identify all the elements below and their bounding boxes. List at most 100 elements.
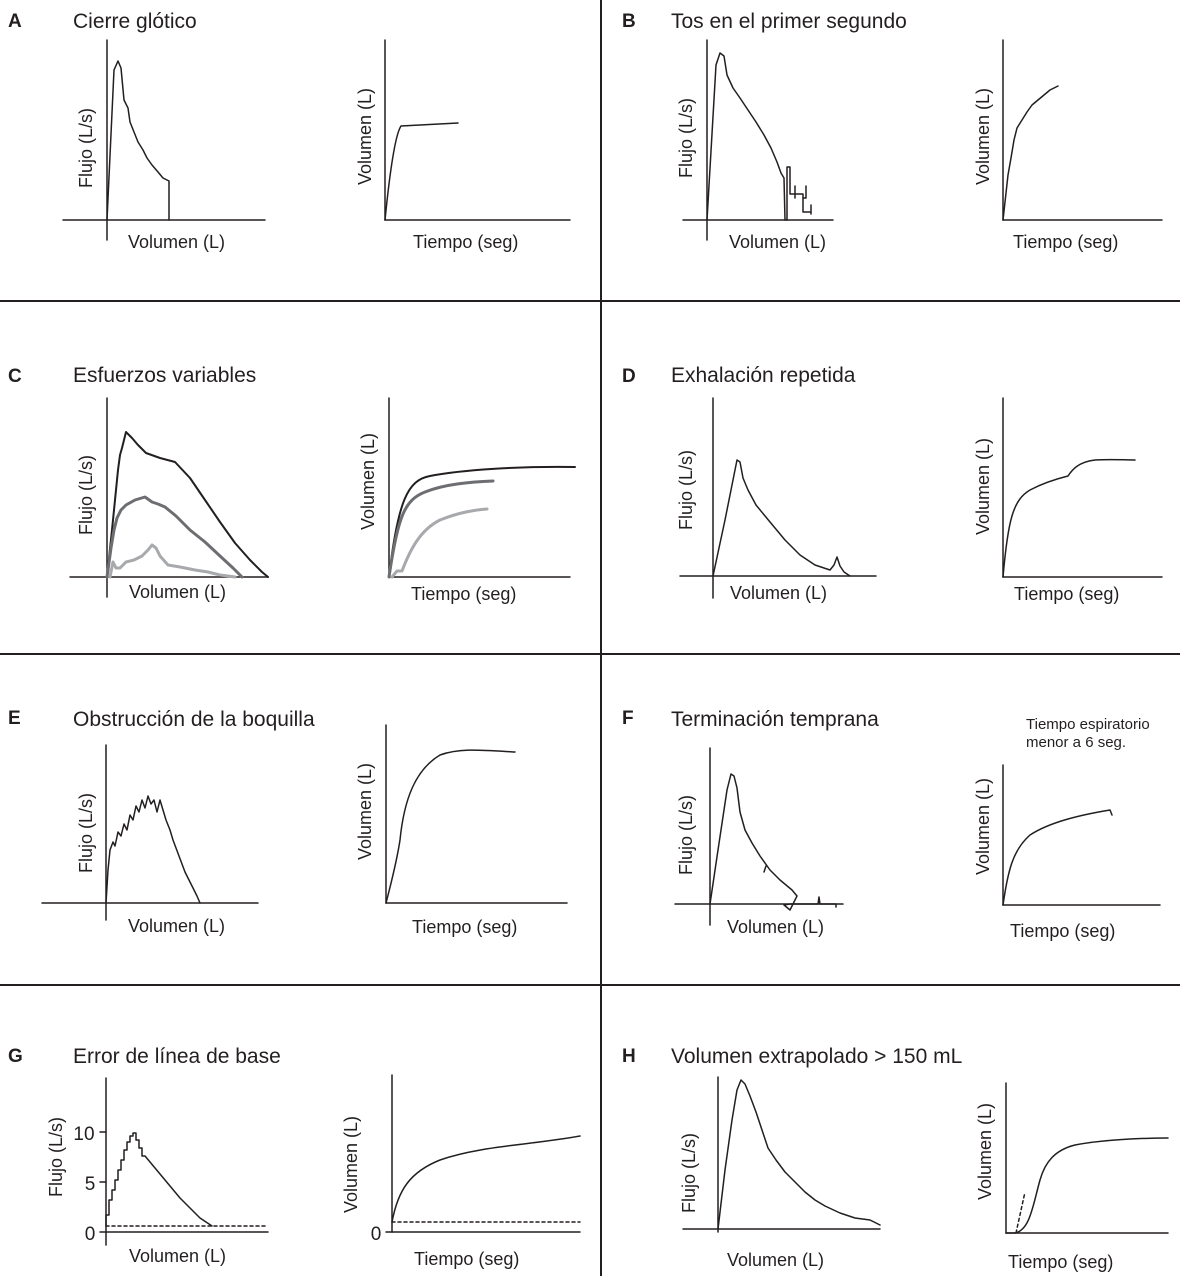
flow-volume-curve-low — [108, 543, 237, 579]
volume-time-plot: Tiempo (seg) Volumen (L) — [355, 39, 571, 252]
flow-volume-curve — [709, 773, 837, 911]
panel-a: A Cierre glótico Volumen (L) Flujo (L/s)… — [8, 10, 571, 252]
y-axis-label: Volumen (L) — [975, 1103, 995, 1200]
flow-volume-plot: Volumen (L) Flujo (L/s) — [676, 397, 877, 603]
panel-f: F Terminación temprana Tiempo espiratori… — [622, 708, 1161, 941]
y-axis-label: Flujo (L/s) — [76, 455, 96, 535]
y-tick-label: 0 — [85, 1224, 96, 1245]
x-axis-label: Tiempo (seg) — [412, 917, 517, 937]
volume-time-curve — [1002, 458, 1136, 578]
x-axis-label: Volumen (L) — [128, 916, 225, 936]
y-axis-label: Volumen (L) — [973, 88, 993, 185]
y-axis-label: Flujo (L/s) — [76, 793, 96, 873]
y-tick-label: 10 — [73, 1124, 94, 1145]
y-axis-label: Volumen (L) — [973, 778, 993, 875]
panel-e: E Obstrucción de la boquilla Volumen (L)… — [8, 708, 568, 937]
y-axis-label: Volumen (L) — [973, 438, 993, 535]
volume-time-curve-mid — [387, 479, 495, 579]
x-axis-label: Volumen (L) — [129, 1246, 226, 1266]
panel-title: Esfuerzos variables — [73, 364, 256, 387]
x-axis-label: Tiempo (seg) — [1014, 584, 1119, 604]
panel-letter: A — [8, 11, 22, 32]
x-axis-label: Volumen (L) — [727, 1250, 824, 1270]
flow-volume-plot: Volumen (L) Flujo (L/s) — [674, 747, 844, 937]
flow-volume-curve-max — [106, 431, 269, 578]
x-axis-label: Volumen (L) — [727, 917, 824, 937]
volume-time-curve-low — [390, 507, 489, 579]
panel-d: D Exhalación repetida Volumen (L) Flujo … — [622, 364, 1163, 604]
panel-letter: D — [622, 366, 636, 387]
volume-time-plot: Tiempo (seg) Volumen (L) — [973, 397, 1163, 604]
volume-time-plot: Tiempo (seg) Volumen (L) — [975, 1082, 1169, 1272]
volume-time-curve-max — [388, 465, 576, 578]
volume-time-plot: Tiempo (seg) Volumen (L) — [973, 39, 1163, 252]
volume-time-curve — [384, 122, 459, 221]
flow-volume-curve — [106, 60, 170, 221]
volume-time-curve — [1002, 85, 1059, 221]
panel-c: C Esfuerzos variables Volumen (L) Flujo … — [8, 364, 576, 604]
x-axis-label: Tiempo (seg) — [411, 584, 516, 604]
y-axis-label: Flujo (L/s) — [679, 1133, 699, 1213]
panel-title: Obstrucción de la boquilla — [73, 708, 315, 731]
flow-volume-plot: Volumen (L) Flujo (L/s) — [62, 39, 266, 252]
panel-letter: H — [622, 1046, 636, 1067]
y-tick-label: 5 — [85, 1174, 96, 1195]
flow-volume-curve — [105, 1132, 213, 1227]
x-axis-label: Volumen (L) — [730, 583, 827, 603]
flow-volume-plot: Volumen (L) Flujo (L/s) — [676, 39, 834, 252]
volume-time-curve — [385, 749, 516, 904]
panel-h: H Volumen extrapolado > 150 mL Volumen (… — [622, 1045, 1169, 1272]
y-axis-label: Volumen (L) — [358, 433, 378, 530]
volume-time-plot: Tiempo (seg) Volumen (L) — [355, 724, 568, 937]
flow-volume-curve — [706, 52, 812, 221]
annotation-note: menor a 6 seg. — [1026, 734, 1126, 751]
y-axis-label: Flujo (L/s) — [676, 98, 696, 178]
volume-time-curve — [391, 1135, 581, 1223]
volume-time-plot: 0 Tiempo (seg) Volumen (L) — [341, 1074, 581, 1269]
panel-letter: F — [622, 708, 634, 729]
y-axis-label: Flujo (L/s) — [46, 1117, 66, 1197]
cough-artifact — [794, 185, 807, 199]
panel-title: Exhalación repetida — [671, 364, 856, 387]
extrapolation-line — [1015, 1191, 1026, 1234]
flow-volume-plot: Volumen (L) Flujo (L/s) — [41, 744, 259, 936]
x-axis-label: Tiempo (seg) — [1010, 921, 1115, 941]
volume-time-curve — [1005, 1137, 1169, 1234]
panel-title: Cierre glótico — [73, 10, 197, 33]
y-axis-label: Flujo (L/s) — [76, 108, 96, 188]
x-axis-label: Volumen (L) — [729, 232, 826, 252]
y-tick-label: 0 — [371, 1224, 382, 1245]
flow-volume-artifact — [763, 865, 767, 873]
panel-title: Tos en el primer segundo — [671, 10, 907, 33]
flow-volume-curve — [105, 795, 201, 904]
flow-volume-curve — [717, 1079, 881, 1230]
panel-title: Terminación temprana — [671, 708, 879, 731]
y-axis-label: Flujo (L/s) — [676, 795, 696, 875]
panel-title: Error de línea de base — [73, 1045, 281, 1068]
flow-volume-plot: 10 5 0 Volumen (L) Flujo (L/s) — [46, 1077, 269, 1266]
volume-time-curve — [1002, 809, 1113, 906]
flow-volume-curve-mid — [105, 495, 244, 579]
panel-title: Volumen extrapolado > 150 mL — [671, 1045, 962, 1068]
panel-letter: E — [8, 708, 21, 729]
x-axis-label: Tiempo (seg) — [414, 1249, 519, 1269]
y-axis-label: Volumen (L) — [341, 1116, 361, 1213]
x-axis-label: Volumen (L) — [128, 232, 225, 252]
flow-volume-curve — [712, 459, 851, 577]
panel-g: G Error de línea de base 10 5 0 Volumen … — [8, 1045, 581, 1269]
volume-time-plot: Tiempo (seg) Volumen (L) — [973, 764, 1161, 941]
panel-b: B Tos en el primer segundo Volumen (L) F… — [622, 10, 1163, 252]
flow-volume-plot: Volumen (L) Flujo (L/s) — [679, 1076, 881, 1270]
y-axis-label: Flujo (L/s) — [676, 450, 696, 530]
volume-time-plot: Tiempo (seg) Volumen (L) — [358, 397, 576, 604]
x-axis-label: Volumen (L) — [129, 582, 226, 602]
x-axis-label: Tiempo (seg) — [1008, 1252, 1113, 1272]
panel-letter: B — [622, 11, 636, 32]
flow-volume-plot: Volumen (L) Flujo (L/s) — [69, 397, 269, 602]
annotation-note: Tiempo espiratorio — [1026, 716, 1150, 733]
y-axis-label: Volumen (L) — [355, 88, 375, 185]
y-axis-label: Volumen (L) — [355, 763, 375, 860]
x-axis-label: Tiempo (seg) — [413, 232, 518, 252]
